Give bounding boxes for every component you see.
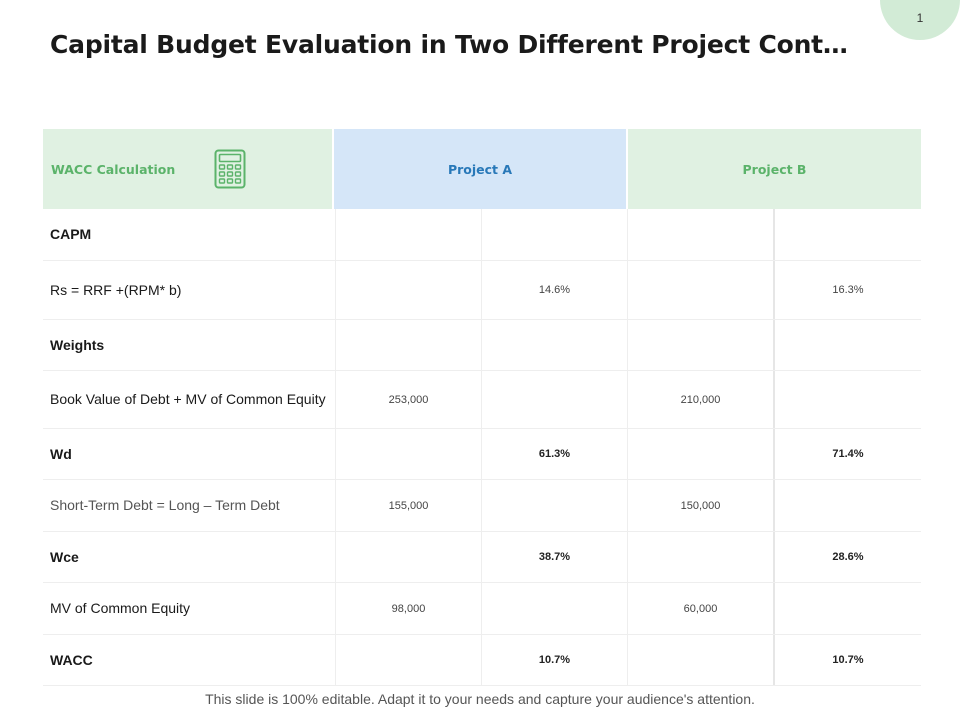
project-b-cell-2: 16.3% [832, 284, 864, 296]
row-label: CAPM [43, 209, 336, 260]
project-a-cell-2 [482, 320, 628, 370]
project-a-cell-2 [482, 209, 628, 260]
row-label: Weights [43, 320, 336, 370]
row-label: MV of Common Equity [43, 583, 336, 634]
project-b-cell-1: 150,000 [628, 480, 775, 531]
project-a-cell-1 [336, 635, 482, 685]
project-b-cell-1 [628, 429, 775, 479]
project-b-cell-2: 10.7% [832, 654, 864, 666]
project-b-cell-1: 60,000 [628, 583, 775, 634]
table-body: CAPM Rs = RRF +(RPM* b) 14.6% 16.3% Weights B… [43, 209, 921, 686]
project-a-cell-2: 10.7% [482, 635, 628, 685]
project-b-cell-2: 71.4% [832, 448, 864, 460]
header-project-b: Project B [628, 129, 921, 209]
project-a-cell-1: 253,000 [336, 371, 482, 428]
row-label: Wd [43, 429, 336, 479]
project-a-cell-1 [336, 320, 482, 370]
project-a-cell-1 [336, 532, 482, 582]
project-a-cell-2: 61.3% [482, 429, 628, 479]
header-wacc-calculation: WACC Calculation [43, 129, 334, 209]
row-label: WACC [43, 635, 336, 685]
calculator-icon [214, 149, 246, 189]
project-a-cell-1: 155,000 [336, 480, 482, 531]
project-b-cell-2 [775, 320, 921, 370]
project-b-cell-1 [628, 261, 775, 319]
page-number: 1 [916, 11, 924, 25]
project-a-cell-2 [482, 480, 628, 531]
table-row: WACC 10.7% 10.7% [43, 635, 921, 686]
project-b-cell-2 [775, 480, 921, 531]
table-row: MV of Common Equity 98,000 60,000 [43, 583, 921, 635]
table-row: Wce 38.7% 28.6% [43, 532, 921, 583]
project-a-cell-1 [336, 429, 482, 479]
table-row: Weights [43, 320, 921, 371]
project-a-cell-1 [336, 261, 482, 319]
slide-title: Capital Budget Evaluation in Two Differe… [50, 30, 848, 59]
project-a-cell-2: 38.7% [482, 532, 628, 582]
table-row: Book Value of Debt + MV of Common Equity… [43, 371, 921, 429]
project-b-cell-2 [775, 583, 921, 634]
table-row: Rs = RRF +(RPM* b) 14.6% 16.3% [43, 261, 921, 320]
footer-note: This slide is 100% editable. Adapt it to… [205, 691, 755, 707]
row-label: Book Value of Debt + MV of Common Equity [43, 371, 336, 428]
project-a-cell-1: 98,000 [336, 583, 482, 634]
project-b-cell-1: 210,000 [628, 371, 775, 428]
wacc-table: WACC Calculation Project A Project B CAP… [43, 129, 921, 686]
project-a-cell-2: 14.6% [482, 261, 628, 319]
project-b-cell-2 [775, 371, 921, 428]
header-project-a: Project A [334, 129, 628, 209]
table-row: Wd 61.3% 71.4% [43, 429, 921, 480]
project-b-cell-1 [628, 532, 775, 582]
project-b-cell-1 [628, 209, 775, 260]
project-a-cell-2 [482, 583, 628, 634]
header-label: WACC Calculation [51, 161, 176, 177]
row-label: Rs = RRF +(RPM* b) [43, 261, 336, 319]
table-row: CAPM [43, 209, 921, 261]
table-header: WACC Calculation Project A Project B [43, 129, 921, 209]
table-row: Short-Term Debt = Long – Term Debt 155,00… [43, 480, 921, 532]
row-label: Short-Term Debt = Long – Term Debt [43, 480, 336, 531]
project-a-cell-1 [336, 209, 482, 260]
project-b-cell-2: 28.6% [832, 551, 864, 563]
project-b-cell-1 [628, 320, 775, 370]
project-b-cell-1 [628, 635, 775, 685]
project-a-cell-2 [482, 371, 628, 428]
project-b-cell-2 [775, 209, 921, 260]
row-label: Wce [43, 532, 336, 582]
